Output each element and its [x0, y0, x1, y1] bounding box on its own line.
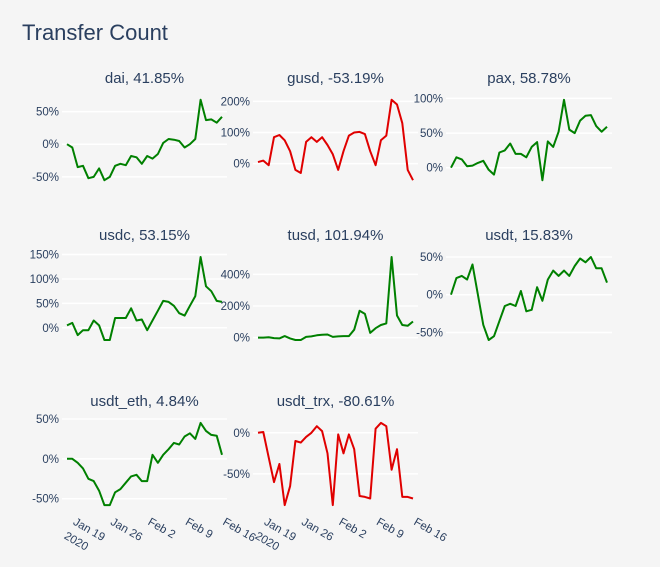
y-tick-label: 0%: [233, 333, 250, 345]
panel-title: tusd, 101.94%: [288, 227, 384, 244]
y-tick-label: -50%: [416, 327, 443, 339]
x-tick-label: Jan 26: [299, 516, 335, 544]
x-tick-label: Feb 16: [412, 516, 449, 544]
y-tick-label: 200%: [221, 301, 250, 313]
panel-2: pax, 58.78% 0% 50% 100%: [414, 70, 612, 182]
series-line: [450, 256, 608, 341]
y-tick-label: -50%: [32, 494, 59, 506]
series-line: [450, 98, 608, 182]
y-tick-label: 200%: [221, 96, 250, 108]
panel-title: usdt, 15.83%: [485, 227, 573, 244]
panel-title: usdt_eth, 4.84%: [90, 393, 198, 410]
y-tick-label: 0%: [426, 163, 443, 175]
x-tick-label: Feb 2: [337, 516, 368, 541]
y-tick-label: 0%: [42, 323, 59, 335]
y-tick-label: 0%: [426, 290, 443, 302]
y-tick-label: 0%: [233, 428, 250, 440]
x-tick-label: Feb 9: [183, 516, 214, 541]
y-tick-label: 100%: [30, 274, 59, 286]
panel-title: pax, 58.78%: [487, 70, 570, 87]
series-line: [67, 421, 223, 507]
y-tick-label: 0%: [42, 139, 59, 151]
x-tick-label: Feb 16: [221, 516, 258, 544]
panel-title: gusd, -53.19%: [287, 70, 384, 87]
y-tick-label: 100%: [221, 128, 250, 140]
series-line: [66, 256, 223, 341]
y-tick-label: 50%: [36, 107, 59, 119]
y-tick-label: 50%: [420, 128, 443, 140]
x-tick-label: Jan 26: [108, 516, 144, 544]
panel-0: dai, 41.85% -50% 0% 50%: [32, 70, 227, 184]
x-tick-label: Feb 9: [374, 516, 405, 541]
panel-1: gusd, -53.19% 0% 100% 200%: [221, 70, 418, 181]
y-tick-label: 0%: [42, 454, 59, 466]
y-tick-label: 50%: [420, 252, 443, 264]
panel-4: tusd, 101.94% 0% 200% 400%: [221, 227, 418, 345]
series-line: [66, 98, 223, 182]
y-tick-label: 150%: [30, 250, 59, 262]
series-line: [258, 256, 414, 341]
y-tick-label: 100%: [414, 93, 443, 105]
series-line: [257, 98, 414, 181]
x-tick-label: Feb 2: [146, 516, 177, 541]
y-tick-label: 400%: [221, 269, 250, 281]
y-tick-label: 0%: [233, 159, 250, 171]
panel-5: usdt, 15.83% -50% 0% 50%: [416, 227, 612, 341]
panel-title: usdc, 53.15%: [99, 227, 190, 244]
panel-title: usdt_trx, -80.61%: [277, 393, 395, 410]
series-line: [257, 421, 414, 507]
panel-title: dai, 41.85%: [105, 70, 184, 87]
y-tick-label: -50%: [32, 172, 59, 184]
y-tick-label: 50%: [36, 414, 59, 426]
panel-3: usdc, 53.15% 0% 50% 100% 150%: [30, 227, 227, 341]
y-tick-label: -50%: [223, 469, 250, 481]
chart-title: Transfer Count: [22, 20, 168, 45]
y-tick-label: 50%: [36, 298, 59, 310]
